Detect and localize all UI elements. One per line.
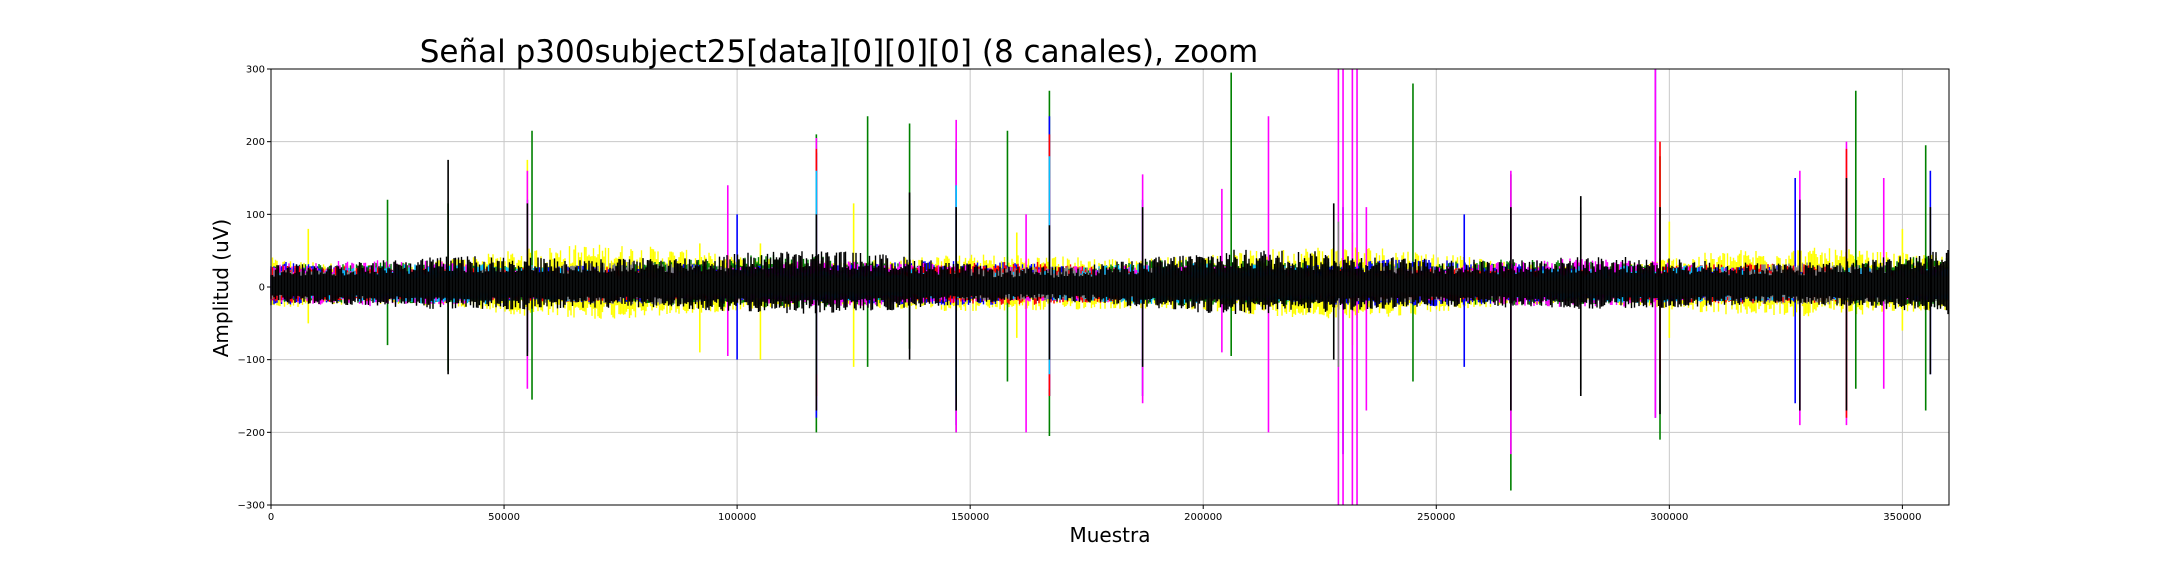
x-tick-label: 150000: [951, 512, 989, 523]
y-tick-label: 300: [246, 65, 265, 76]
x-tick-label: 0: [268, 512, 274, 523]
x-axis-label: Muestra: [1070, 523, 1151, 547]
ticks: 0 50000 100000 150000 200000 250000 300000 3500…: [238, 65, 1922, 524]
x-tick-label: 200000: [1184, 512, 1222, 523]
y-axis-label: Amplitud (uV): [209, 219, 233, 358]
y-tick-label: −100: [238, 355, 265, 366]
x-tick-label: 50000: [488, 512, 520, 523]
y-tick-label: −300: [238, 501, 265, 512]
x-tick-label: 100000: [718, 512, 756, 523]
x-tick-label: 300000: [1650, 512, 1688, 523]
y-tick-label: −200: [238, 428, 265, 439]
x-tick-label: 350000: [1883, 512, 1921, 523]
y-tick-label: 100: [246, 210, 265, 221]
y-tick-label: 200: [246, 137, 265, 148]
chart-title: Señal p300subject25[data][0][0][0] (8 ca…: [420, 34, 1259, 70]
x-tick-label: 250000: [1417, 512, 1455, 523]
y-tick-label: 0: [259, 283, 265, 294]
